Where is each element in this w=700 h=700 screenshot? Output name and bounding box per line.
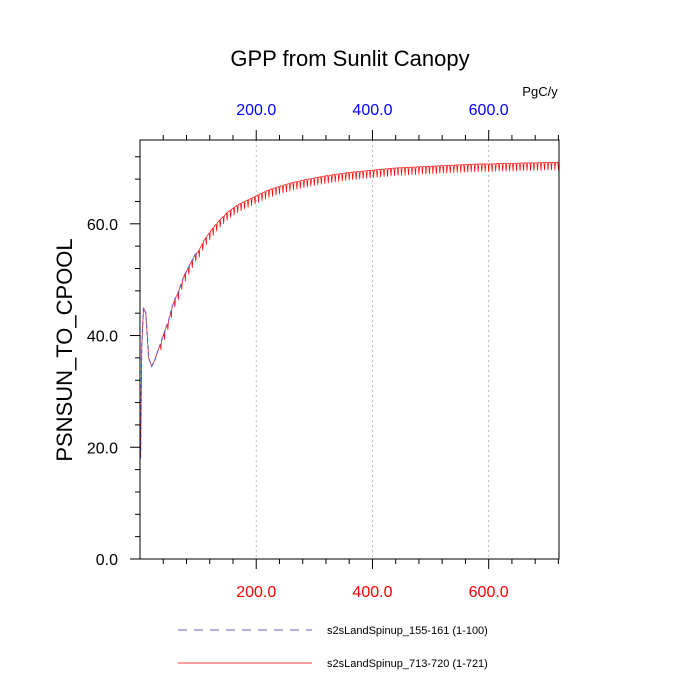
data-series: [139, 162, 560, 459]
y-axis-label: PSNSUN_TO_CPOOL: [52, 238, 77, 461]
units-label: PgC/y: [522, 84, 558, 99]
y-tick-label: 40.0: [87, 329, 118, 346]
x-bottom-tick-label: 600.0: [469, 584, 509, 601]
x-bottom-tick-label: 200.0: [236, 584, 276, 601]
axis-ticks: [130, 130, 559, 569]
x-top-tick-label: 600.0: [469, 102, 509, 119]
x-top-tick-label: 200.0: [236, 102, 276, 119]
legend-label-series-2: s2sLandSpinup_713-720 (1-721): [327, 658, 488, 670]
tick-labels: 0.0 20.0 40.0 60.0 200.0 400.0 600.0 200.0 400.0…: [87, 102, 509, 601]
x-top-tick-label: 400.0: [352, 102, 392, 119]
legend-label-series-1: s2sLandSpinup_155-161 (1-100): [327, 625, 488, 637]
series-line-s2sLandSpinup_155-161: [139, 251, 199, 459]
y-tick-label: 0.0: [96, 552, 118, 569]
plot-frame: [139, 139, 560, 560]
grid-lines: [255, 140, 490, 559]
y-tick-label: 60.0: [87, 217, 118, 234]
y-tick-label: 20.0: [87, 440, 118, 457]
legend: s2sLandSpinup_155-161 (1-100) s2sLandSpi…: [178, 625, 488, 670]
x-bottom-tick-label: 400.0: [352, 584, 392, 601]
series-line-s2sLandSpinup_713-720: [140, 162, 560, 459]
chart-title: GPP from Sunlit Canopy: [230, 46, 469, 71]
